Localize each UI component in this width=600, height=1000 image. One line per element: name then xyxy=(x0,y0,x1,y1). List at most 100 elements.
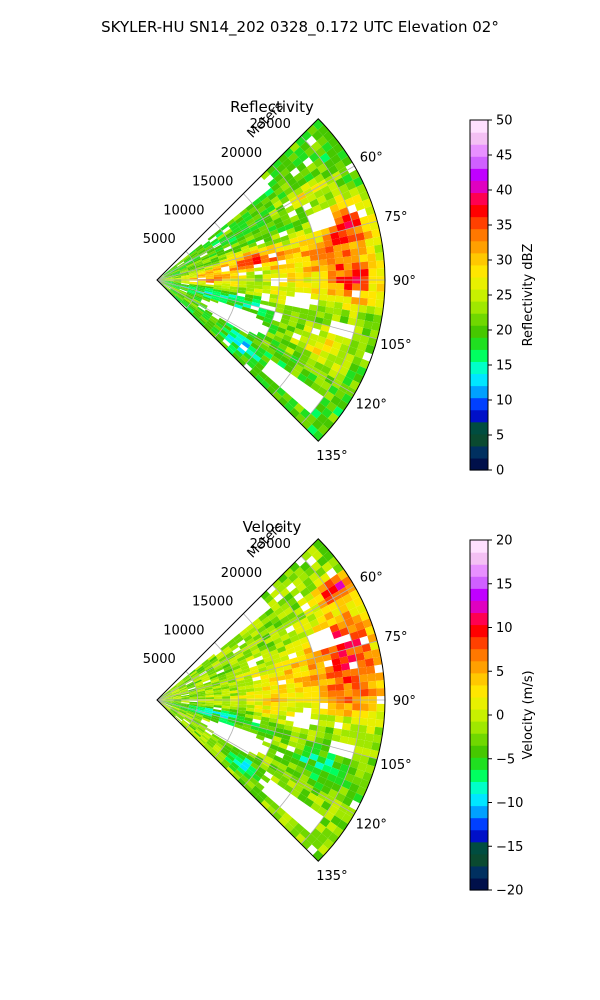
radar-bin xyxy=(235,652,245,660)
radar-bin xyxy=(319,271,328,278)
radar-bin xyxy=(276,326,287,335)
radar-bin xyxy=(185,714,194,720)
radar-bin xyxy=(251,672,261,679)
radar-bin xyxy=(197,725,206,732)
radar-bin xyxy=(171,268,180,274)
radar-bin xyxy=(245,287,255,292)
radar-bin xyxy=(236,235,246,243)
radar-bin xyxy=(203,261,212,266)
radar-bin xyxy=(326,678,336,686)
radar-bin xyxy=(367,673,377,682)
radar-bin xyxy=(197,667,205,674)
radar-bin xyxy=(290,181,301,192)
colorbar-swatch xyxy=(470,252,488,266)
radar-bin xyxy=(185,727,193,735)
radar-bin xyxy=(217,739,226,747)
radar-bin xyxy=(348,782,360,793)
radar-bin xyxy=(256,640,266,649)
radar-bin xyxy=(184,257,192,264)
radar-bin xyxy=(179,688,188,693)
radar-bin xyxy=(295,282,304,288)
radar-bin xyxy=(343,709,353,718)
radar-bin xyxy=(183,717,192,724)
radar-bin xyxy=(209,737,218,745)
radar-bin xyxy=(319,620,330,631)
radar-bin xyxy=(194,680,203,686)
radar-bin xyxy=(326,821,338,833)
radar-bin xyxy=(307,729,317,737)
colorbar-swatch xyxy=(470,805,488,819)
radar-bin xyxy=(237,265,246,271)
radar-bin xyxy=(250,342,260,351)
radar-bin xyxy=(165,280,174,282)
radar-bin xyxy=(270,701,280,707)
radar-bin xyxy=(189,695,198,698)
radar-bin xyxy=(250,725,260,731)
radar-bin xyxy=(212,710,221,715)
radar-bin xyxy=(342,593,353,604)
radar-bin xyxy=(307,597,318,608)
radar-bin xyxy=(342,256,352,264)
radar-bin xyxy=(376,268,385,277)
radar-bin xyxy=(180,284,189,288)
radar-bin xyxy=(172,275,182,278)
radar-bin xyxy=(276,386,287,397)
radar-bin xyxy=(173,276,182,279)
radar-bin xyxy=(282,638,292,646)
radar-bin xyxy=(322,653,332,662)
radar-bin xyxy=(197,275,206,278)
radar-bin xyxy=(227,718,236,724)
radar-bin xyxy=(218,235,227,243)
radar-bin xyxy=(319,349,330,360)
radar-bin xyxy=(331,760,342,771)
radar-bin xyxy=(255,361,265,371)
radar-bin xyxy=(335,270,345,277)
radar-bin xyxy=(307,792,318,803)
radar-bin xyxy=(180,287,189,291)
radar-bin xyxy=(335,690,345,697)
radar-bin xyxy=(189,277,198,280)
radar-bin xyxy=(179,687,188,692)
radar-bin xyxy=(288,397,299,408)
radar-bin xyxy=(180,703,190,707)
radar-bin xyxy=(285,678,295,685)
radar-bin xyxy=(258,727,268,734)
radar-bin xyxy=(197,692,206,696)
radar-bin xyxy=(189,250,198,257)
radar-bin xyxy=(260,258,270,264)
radar-bin xyxy=(299,665,309,673)
radar-bin xyxy=(270,339,281,348)
radar-bin xyxy=(352,269,361,277)
radar-bin xyxy=(338,366,349,377)
radar-bin xyxy=(204,290,213,295)
radar-bin xyxy=(182,299,190,306)
radar-bin xyxy=(226,218,236,227)
radar-bin xyxy=(184,716,192,723)
radar-bin xyxy=(262,266,271,271)
radar-bin xyxy=(220,292,229,297)
radar-bin xyxy=(270,709,279,715)
radar-bin xyxy=(293,566,305,578)
radar-bin xyxy=(226,253,235,259)
radar-bin xyxy=(195,711,204,716)
colorbar-tick-label: 40 xyxy=(496,184,513,199)
radar-bin xyxy=(197,306,205,313)
radar-bin xyxy=(320,605,332,615)
radar-bin xyxy=(277,396,289,407)
radar-bin xyxy=(357,341,368,352)
colorbar-swatch xyxy=(470,397,488,411)
radar-bin xyxy=(176,260,184,266)
radar-bin xyxy=(339,315,349,324)
radar-bin xyxy=(213,286,222,291)
radar-bin xyxy=(164,702,173,706)
radar-bin xyxy=(238,695,247,699)
radar-bin xyxy=(254,794,265,804)
radar-bin xyxy=(316,247,326,255)
radar-bin xyxy=(312,742,323,750)
radar-bin xyxy=(360,688,369,697)
radar-bin xyxy=(201,677,211,683)
radar-bin xyxy=(290,788,301,799)
radar-bin xyxy=(215,666,224,673)
colorbar-tick-label: 0 xyxy=(496,709,504,724)
colorbar-swatch xyxy=(470,877,488,891)
